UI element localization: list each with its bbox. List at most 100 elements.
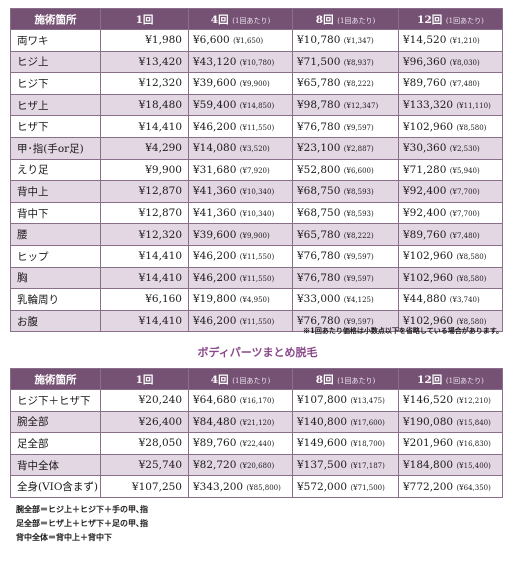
price-4x: ¥46,200 (¥11,550) (188, 244, 293, 268)
header-8x: 8回 (1回あたり) (292, 368, 399, 390)
area-name: お腹 (10, 309, 101, 333)
price-12x: ¥133,320 (¥11,110) (398, 93, 503, 117)
table-header-row: 施術箇所 1回 4回 (1回あたり) 8回 (1回あたり) 12回 (1回あたり… (10, 368, 503, 390)
price-1x: ¥14,410 (100, 266, 189, 290)
price-1x: ¥107,250 (100, 475, 189, 498)
price-4x: ¥343,200 (¥85,800) (188, 475, 293, 498)
area-name: ヒジ上 (10, 50, 101, 74)
price-1x: ¥14,410 (100, 244, 189, 268)
price-4x: ¥59,400 (¥14,850) (188, 93, 293, 117)
price-12x: ¥772,200 (¥64,350) (398, 475, 503, 498)
price-4x: ¥46,200 (¥11,550) (188, 115, 293, 138)
price-12x: ¥190,080 (¥15,840) (398, 410, 503, 434)
price-4x: ¥46,200 (¥11,550) (188, 266, 293, 290)
price-8x: ¥33,000 (¥4,125) (292, 288, 399, 311)
price-4x: ¥39,600 (¥9,900) (188, 223, 293, 246)
price-1x: ¥26,400 (100, 410, 189, 434)
price-4x: ¥89,760 (¥22,440) (188, 432, 293, 455)
price-1x: ¥25,740 (100, 453, 189, 477)
area-name: 背中全体 (10, 453, 101, 477)
table-row: ヒザ上 ¥18,480 ¥59,400 (¥14,850) ¥98,780 (¥12,… (10, 93, 503, 117)
table-row: お腹 ¥14,410 ¥46,200 (¥11,550) ¥76,780 (¥9,59… (10, 309, 503, 333)
note-back: 背中全体＝背中上＋背中下 (16, 532, 112, 542)
price-4x: ¥84,480 (¥21,120) (188, 410, 293, 434)
price-1x: ¥12,870 (100, 201, 189, 225)
area-name: 全身(VIO含まず) (10, 475, 101, 498)
price-12x: ¥184,800 (¥15,400) (398, 453, 503, 477)
area-name: ヒザ下 (10, 115, 101, 138)
price-4x: ¥6,600 (¥1,650) (188, 29, 293, 52)
price-1x: ¥1,980 (100, 29, 189, 52)
area-name: ヒジ下＋ヒザ下 (10, 389, 101, 412)
price-8x: ¥140,800 (¥17,600) (292, 410, 399, 434)
table-row: ヒザ下 ¥14,410 ¥46,200 (¥11,550) ¥76,780 (¥9,5… (10, 115, 503, 138)
area-name: ヒザ上 (10, 93, 101, 117)
price-8x: ¥572,000 (¥71,500) (292, 475, 399, 498)
area-name: 腕全部 (10, 410, 101, 434)
area-name: ヒップ (10, 244, 101, 268)
price-8x: ¥149,600 (¥18,700) (292, 432, 399, 455)
header-4x: 4回 (1回あたり) (188, 368, 293, 390)
area-name: 背中上 (10, 180, 101, 203)
table-row: ヒジ上 ¥13,420 ¥43,120 (¥10,780) ¥71,500 (¥8,9… (10, 50, 503, 74)
note-legs: 足全部＝ヒザ上＋ヒザ下＋足の甲､指 (16, 518, 148, 528)
header-12x: 12回 (1回あたり) (398, 8, 503, 30)
table-row: 胸 ¥14,410 ¥46,200 (¥11,550) ¥76,780 (¥9,597… (10, 266, 503, 290)
price-8x: ¥76,780 (¥9,597) (292, 266, 399, 290)
header-8x: 8回 (1回あたり) (292, 8, 399, 30)
header-12x: 12回 (1回あたり) (398, 368, 503, 390)
table-row: 乳輪周り ¥6,160 ¥19,800 (¥4,950) ¥33,000 (¥4,12… (10, 288, 503, 311)
table-row: 背中下 ¥12,870 ¥41,360 (¥10,340) ¥68,750 (¥8,5… (10, 201, 503, 225)
price-12x: ¥30,360 (¥2,530) (398, 136, 503, 160)
price-8x: ¥71,500 (¥8,937) (292, 50, 399, 74)
price-12x: ¥44,880 (¥3,740) (398, 288, 503, 311)
price-4x: ¥46,200 (¥11,550) (188, 309, 293, 333)
price-12x: ¥14,520 (¥1,210) (398, 29, 503, 52)
price-table-bundles: 施術箇所 1回 4回 (1回あたり) 8回 (1回あたり) 12回 (1回あたり… (10, 368, 503, 498)
price-table-single-parts: 施術箇所 1回 4回 (1回あたり) 8回 (1回あたり) 12回 (1回あたり… (10, 8, 503, 333)
price-8x: ¥65,780 (¥8,222) (292, 223, 399, 246)
area-name: 両ワキ (10, 29, 101, 52)
price-12x: ¥102,960 (¥8,580) (398, 309, 503, 333)
area-name: 胸 (10, 266, 101, 290)
header-area: 施術箇所 (10, 368, 101, 390)
price-12x: ¥89,760 (¥7,480) (398, 223, 503, 246)
table-row: 背中上 ¥12,870 ¥41,360 (¥10,340) ¥68,750 (¥8,5… (10, 180, 503, 203)
price-12x: ¥71,280 (¥5,940) (398, 158, 503, 182)
area-name: ヒジ下 (10, 72, 101, 95)
price-4x: ¥43,120 (¥10,780) (188, 50, 293, 74)
table-row: ヒジ下 ¥12,320 ¥39,600 (¥9,900) ¥65,780 (¥8,22… (10, 72, 503, 95)
area-name: 背中下 (10, 201, 101, 225)
area-name: 乳輪周り (10, 288, 101, 311)
price-1x: ¥28,050 (100, 432, 189, 455)
price-4x: ¥14,080 (¥3,520) (188, 136, 293, 160)
price-1x: ¥12,320 (100, 223, 189, 246)
table-row: ヒジ下＋ヒザ下 ¥20,240 ¥64,680 (¥16,170) ¥107,800 … (10, 389, 503, 412)
price-8x: ¥76,780 (¥9,597) (292, 115, 399, 138)
section-title-body-bundle: ボディパーツまとめ脱毛 (197, 346, 318, 359)
area-name: 甲･指(手or足) (10, 136, 101, 160)
price-8x: ¥76,780 (¥9,597) (292, 244, 399, 268)
price-1x: ¥4,290 (100, 136, 189, 160)
table-row: 腰 ¥12,320 ¥39,600 (¥9,900) ¥65,780 (¥8,222)… (10, 223, 503, 246)
price-1x: ¥13,420 (100, 50, 189, 74)
price-4x: ¥19,800 (¥4,950) (188, 288, 293, 311)
area-name: 腰 (10, 223, 101, 246)
price-8x: ¥68,750 (¥8,593) (292, 201, 399, 225)
price-4x: ¥31,680 (¥7,920) (188, 158, 293, 182)
price-8x: ¥68,750 (¥8,593) (292, 180, 399, 203)
price-1x: ¥12,320 (100, 72, 189, 95)
price-1x: ¥6,160 (100, 288, 189, 311)
price-12x: ¥201,960 (¥16,830) (398, 432, 503, 455)
price-8x: ¥98,780 (¥12,347) (292, 93, 399, 117)
price-8x: ¥10,780 (¥1,347) (292, 29, 399, 52)
note-arms: 腕全部＝ヒジ上＋ヒジ下＋手の甲､指 (16, 504, 148, 514)
price-12x: ¥89,760 (¥7,480) (398, 72, 503, 95)
price-4x: ¥82,720 (¥20,680) (188, 453, 293, 477)
price-4x: ¥39,600 (¥9,900) (188, 72, 293, 95)
table-row: ヒップ ¥14,410 ¥46,200 (¥11,550) ¥76,780 (¥9,5… (10, 244, 503, 268)
price-8x: ¥137,500 (¥17,187) (292, 453, 399, 477)
price-1x: ¥9,900 (100, 158, 189, 182)
price-12x: ¥102,960 (¥8,580) (398, 244, 503, 268)
price-8x: ¥76,780 (¥9,597) (292, 309, 399, 333)
